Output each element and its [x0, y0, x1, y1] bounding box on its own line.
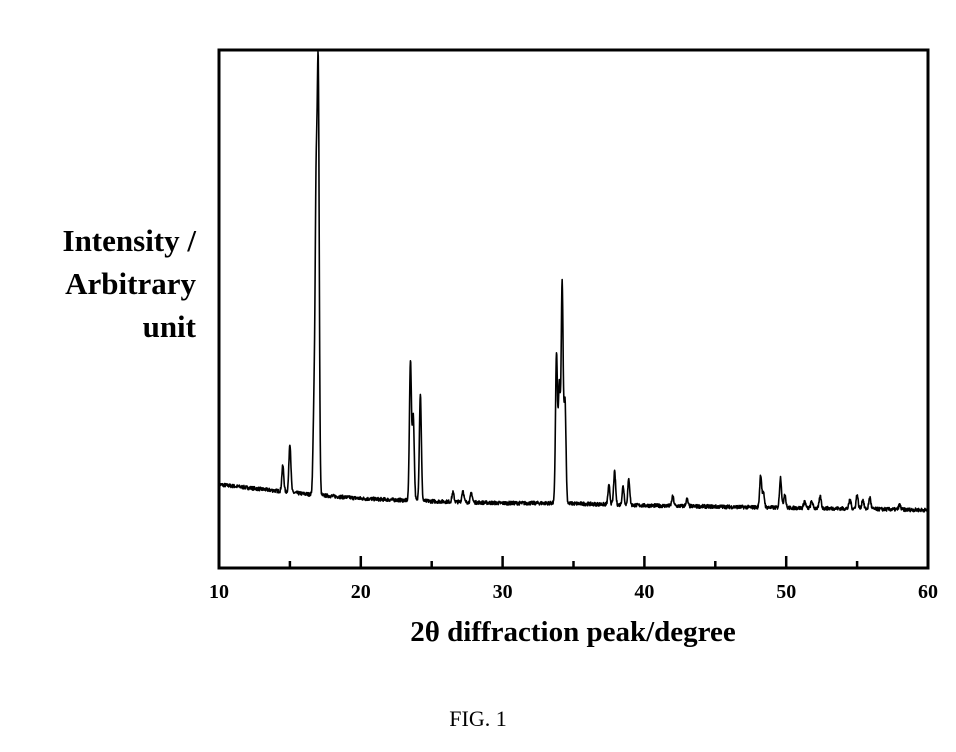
- x-tick-label-40: 40: [634, 581, 654, 603]
- x-tick-label-20: 20: [351, 581, 371, 603]
- y-axis-label-line-3: unit: [143, 311, 196, 342]
- x-axis-label: 2θ diffraction peak/degree: [410, 616, 736, 648]
- x-tick-label-30: 30: [493, 581, 513, 603]
- plot-frame: [219, 50, 928, 568]
- x-ticks: [219, 556, 928, 568]
- x-tick-label-10: 10: [209, 581, 229, 603]
- xrd-trace: [219, 52, 928, 512]
- x-tick-label-50: 50: [776, 581, 796, 603]
- xrd-chart: 10 20 30 40 50 60 2θ diffraction peak/degree: [0, 0, 956, 752]
- figure-caption: FIG. 1: [0, 706, 956, 732]
- x-tick-labels: 10 20 30 40 50 60: [209, 581, 938, 603]
- x-tick-label-60: 60: [918, 581, 938, 603]
- y-axis-label-line-1: Intensity /: [63, 225, 197, 256]
- y-axis-label-line-2: Arbitrary: [65, 268, 196, 299]
